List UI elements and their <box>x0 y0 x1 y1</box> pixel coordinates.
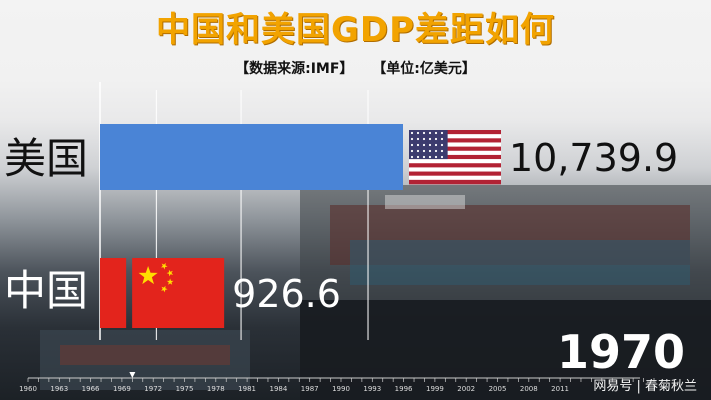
timeline-tick-label: 1993 <box>363 385 381 393</box>
timeline-tick-label: 1981 <box>238 385 256 393</box>
timeline-tick-label: 1984 <box>269 385 287 393</box>
timeline-tick-label: 1966 <box>82 385 100 393</box>
timeline-tick-label: 1972 <box>144 385 162 393</box>
timeline-tick-label: 1990 <box>332 385 350 393</box>
timeline-current-marker <box>129 372 136 378</box>
timeline-tick-label: 1987 <box>301 385 319 393</box>
year-label: 1970 <box>557 325 685 379</box>
bar <box>100 258 127 328</box>
timeline-tick-label: 2011 <box>551 385 569 393</box>
timeline-tick-label: 2005 <box>489 385 507 393</box>
timeline-tick-label: 1960 <box>19 385 37 393</box>
category-label: 美国 <box>4 134 88 183</box>
china-flag-icon <box>132 258 225 328</box>
timeline-tick-label: 1963 <box>50 385 68 393</box>
usa-flag-icon <box>409 130 501 185</box>
timeline-tick-label: 2002 <box>457 385 475 393</box>
value-label: 926.6 <box>232 272 341 316</box>
bar <box>100 124 403 190</box>
timeline-tick-label: 1975 <box>176 385 194 393</box>
timeline-tick-label: 1978 <box>207 385 225 393</box>
chart-subtitle: 【数据来源:IMF】 【单位:亿美元】 <box>0 58 711 78</box>
timeline-tick-label: 2008 <box>520 385 538 393</box>
chart-title: 中国和美国GDP差距如何 <box>155 10 556 50</box>
unit-label: 【单位:亿美元】 <box>372 61 476 77</box>
watermark: 网易号 | 春菊秋兰 <box>593 379 697 394</box>
timeline-tick-label: 1969 <box>113 385 131 393</box>
category-label: 中国 <box>4 266 88 315</box>
data-source-label: 【数据来源:IMF】 <box>235 61 354 77</box>
value-label: 10,739.9 <box>509 136 678 180</box>
timeline-tick-label: 1996 <box>395 385 413 393</box>
timeline-tick-label: 1999 <box>426 385 444 393</box>
